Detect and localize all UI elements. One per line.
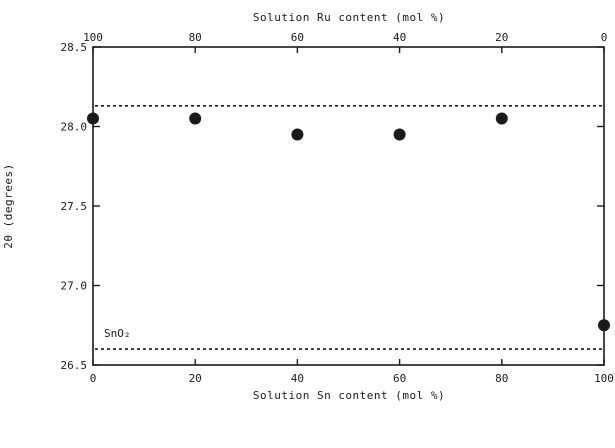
plot-frame [92, 46, 605, 366]
y-tick-label-1: 27.0 [61, 280, 88, 293]
x2-tick-label-5: 0 [601, 31, 608, 44]
x-tick-label-4: 80 [495, 372, 508, 385]
x-tick-label-1: 20 [189, 372, 202, 385]
y-axis-label: 2θ (degrees) [2, 163, 15, 248]
x-tick-label-5: 100 [594, 372, 614, 385]
y-tick-label-2: 27.5 [61, 200, 88, 213]
data-point-1 [189, 112, 202, 125]
y-tick-label-4: 28.5 [61, 41, 88, 54]
x-tick-label-3: 60 [393, 372, 406, 385]
x2-tick-label-2: 60 [291, 31, 304, 44]
y-tick-label-0: 26.5 [61, 359, 88, 372]
bottom-axis-label: Solution Sn content (mol %) [253, 389, 445, 402]
data-point-3 [393, 128, 406, 141]
data-point-4 [495, 112, 508, 125]
annotations: SnO₂ [104, 327, 131, 340]
reference-line-label-1: SnO₂ [104, 327, 131, 340]
y-tick-label-3: 28.0 [61, 121, 88, 134]
x-tick-label-2: 40 [291, 372, 304, 385]
data-point-2 [291, 128, 304, 141]
x-tick-label-0: 0 [90, 372, 97, 385]
data-point-0 [87, 112, 99, 125]
top-axis-label: Solution Ru content (mol %) [253, 11, 445, 24]
x2-tick-label-1: 80 [189, 31, 202, 44]
reference-lines [95, 105, 602, 350]
x2-tick-label-3: 40 [393, 31, 406, 44]
x2-tick-label-4: 20 [495, 31, 508, 44]
tick-labels: 01002080406060408020100026.527.027.528.0… [61, 31, 614, 385]
axis-ticks [92, 46, 605, 366]
data-point-5 [598, 319, 610, 332]
data-points [87, 112, 610, 332]
x2-tick-label-0: 100 [83, 31, 103, 44]
